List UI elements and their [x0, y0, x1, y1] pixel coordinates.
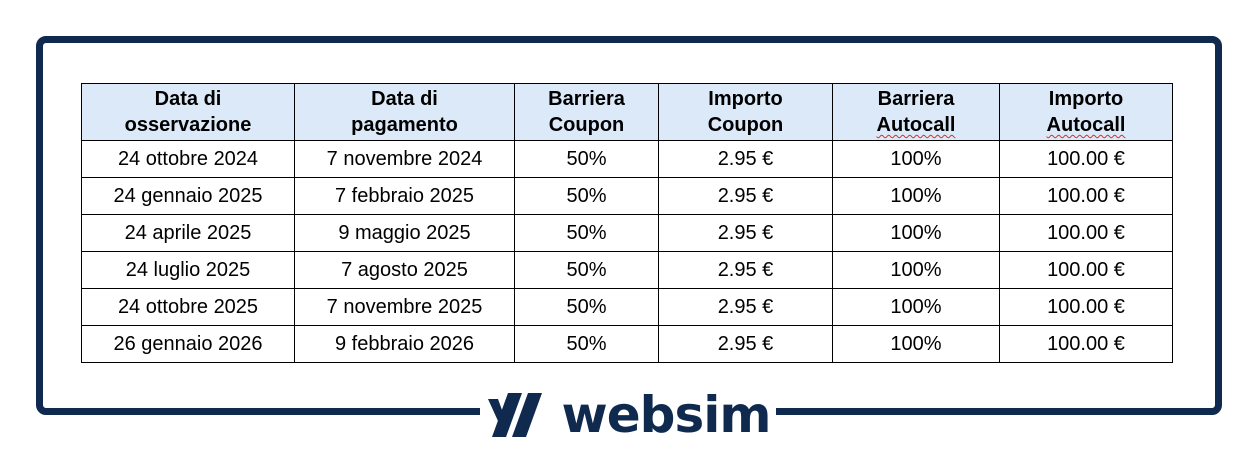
coupon-barrier-cell: 50% — [514, 288, 659, 326]
autocall-amount-cell: 100.00 € — [999, 288, 1173, 326]
websim-wordmark: websim — [561, 385, 772, 444]
observation-date-cell: 26 gennaio 2026 — [81, 325, 295, 363]
payment-date-cell: 7 novembre 2025 — [294, 288, 515, 326]
coupon-barrier-cell: 50% — [514, 251, 659, 289]
header-line: Data di — [154, 88, 222, 110]
payment-date-cell: 7 agosto 2025 — [294, 251, 515, 289]
table-header-row: Data di osservazione Data di pagamento Bar… — [81, 83, 1173, 141]
header-line: osservazione — [124, 114, 252, 136]
observation-date-cell: 24 ottobre 2025 — [81, 288, 295, 326]
header-autocall-amount: Importo Autocall — [999, 83, 1173, 141]
coupon-barrier-cell: 50% — [514, 214, 659, 252]
payment-date-cell: 7 novembre 2024 — [294, 140, 515, 178]
coupon-amount-cell: 2.95 € — [658, 288, 833, 326]
payment-date-cell: 9 maggio 2025 — [294, 214, 515, 252]
autocall-amount-cell: 100.00 € — [999, 177, 1173, 215]
coupon-barrier-cell: 50% — [514, 140, 659, 178]
header-payment-date: Data di pagamento — [294, 83, 515, 141]
header-line: Autocall — [1046, 114, 1126, 136]
table-row: 24 gennaio 2025 7 febbraio 2025 50% 2.95… — [81, 177, 1173, 215]
coupon-amount-cell: 2.95 € — [658, 140, 833, 178]
observation-date-cell: 24 luglio 2025 — [81, 251, 295, 289]
header-line: Data di — [371, 88, 438, 110]
header-coupon-amount: Importo Coupon — [658, 83, 833, 141]
autocall-barrier-cell: 100% — [832, 214, 1000, 252]
observation-date-cell: 24 ottobre 2024 — [81, 140, 295, 178]
observation-date-cell: 24 aprile 2025 — [81, 214, 295, 252]
table-row: 26 gennaio 2026 9 febbraio 2026 50% 2.95… — [81, 325, 1173, 363]
table-row: 24 ottobre 2025 7 novembre 2025 50% 2.95… — [81, 288, 1173, 326]
coupon-amount-cell: 2.95 € — [658, 214, 833, 252]
header-observation-date: Data di osservazione — [81, 83, 295, 141]
websim-mark-icon — [487, 392, 542, 437]
header-line: Barriera — [548, 88, 625, 110]
autocall-barrier-cell: 100% — [832, 288, 1000, 326]
header-line: pagamento — [351, 114, 458, 136]
payment-date-cell: 7 febbraio 2025 — [294, 177, 515, 215]
payment-date-cell: 9 febbraio 2026 — [294, 325, 515, 363]
header-line: Coupon — [707, 114, 784, 136]
coupon-barrier-cell: 50% — [514, 325, 659, 363]
autocall-amount-cell: 100.00 € — [999, 325, 1173, 363]
autocall-barrier-cell: 100% — [832, 251, 1000, 289]
header-line: Autocall — [876, 114, 956, 136]
header-line: Importo — [1048, 88, 1124, 110]
autocall-barrier-cell: 100% — [832, 177, 1000, 215]
websim-logo: websim — [480, 378, 776, 451]
header-line: Barriera — [877, 88, 955, 110]
observation-date-cell: 24 gennaio 2025 — [81, 177, 295, 215]
autocall-amount-cell: 100.00 € — [999, 251, 1173, 289]
payment-schedule-table: Data di osservazione Data di pagamento Bar… — [81, 83, 1173, 363]
table-row: 24 ottobre 2024 7 novembre 2024 50% 2.95… — [81, 140, 1173, 178]
autocall-barrier-cell: 100% — [832, 325, 1000, 363]
coupon-amount-cell: 2.95 € — [658, 325, 833, 363]
autocall-barrier-cell: 100% — [832, 140, 1000, 178]
header-autocall-barrier: Barriera Autocall — [832, 83, 1000, 141]
table-row: 24 aprile 2025 9 maggio 2025 50% 2.95 € … — [81, 214, 1173, 252]
autocall-amount-cell: 100.00 € — [999, 214, 1173, 252]
table-row: 24 luglio 2025 7 agosto 2025 50% 2.95 € … — [81, 251, 1173, 289]
header-line: Coupon — [548, 114, 625, 136]
coupon-barrier-cell: 50% — [514, 177, 659, 215]
autocall-amount-cell: 100.00 € — [999, 140, 1173, 178]
coupon-amount-cell: 2.95 € — [658, 251, 833, 289]
coupon-amount-cell: 2.95 € — [658, 177, 833, 215]
header-line: Importo — [708, 88, 783, 110]
header-coupon-barrier: Barriera Coupon — [514, 83, 659, 141]
